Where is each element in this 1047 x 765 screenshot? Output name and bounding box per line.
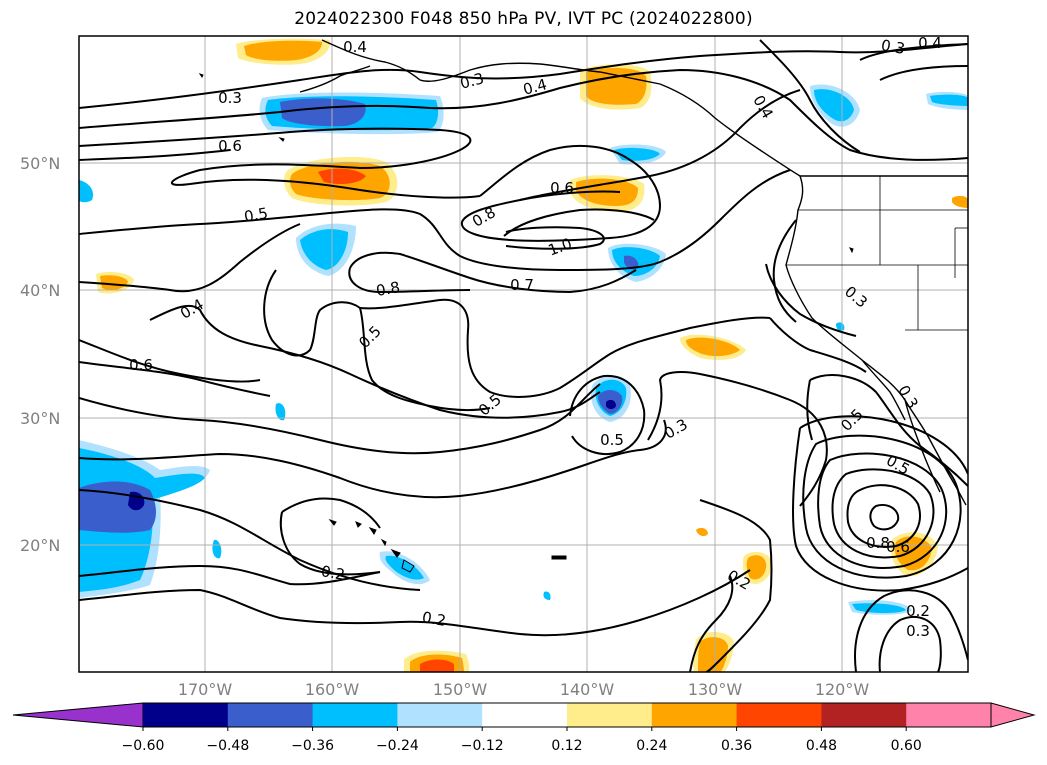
pv-shading <box>79 38 968 672</box>
colorbar-tick-label: −0.36 <box>291 738 334 754</box>
contour-label: 0.6 <box>129 356 153 374</box>
colorbar-swatch <box>312 703 398 727</box>
contour-label: 0.3 <box>906 622 930 640</box>
colorbar-swatch <box>397 703 483 727</box>
contour-label: 0.4 <box>343 38 367 56</box>
contour-label: 0.3 <box>880 36 907 58</box>
colorbar-swatch <box>821 703 907 727</box>
contour-label: 0.3 <box>218 89 242 107</box>
colorbar-swatch <box>651 703 738 727</box>
coastlines <box>299 39 968 506</box>
colorbar: −0.60 −0.48 −0.36 −0.24 −0.12 0.12 0.24 0.36 0.4… <box>12 702 1036 754</box>
colorbar-tick-label: 0.48 <box>806 738 837 754</box>
plot-area <box>79 36 968 672</box>
contour-label: 0.4 <box>918 34 942 52</box>
colorbar-tick-label: 0.60 <box>891 738 922 754</box>
colorbar-tick-label: −0.24 <box>376 738 419 754</box>
lat-label-40n: 40°N <box>20 281 60 300</box>
contour-label: 0.4 <box>521 75 549 99</box>
lat-label-50n: 50°N <box>20 154 60 173</box>
colorbar-tick-label: 0.36 <box>721 738 752 754</box>
contour-label: 0.2 <box>320 562 347 584</box>
lon-label-160w: 160°W <box>305 680 360 699</box>
state-borders <box>786 176 968 331</box>
contour-label: 0.7 <box>510 276 534 294</box>
colorbar-extend-min <box>12 702 144 728</box>
lon-label-170w: 170°W <box>178 680 233 699</box>
lat-label-20n: 20°N <box>20 536 60 555</box>
colorbar-swatch <box>736 703 822 727</box>
colorbar-swatch <box>227 703 314 727</box>
contour-label: 0.6 <box>886 538 910 556</box>
contour-label: 0.5 <box>243 204 270 226</box>
map-title: 2024022300 F048 850 hPa PV, IVT PC (2024… <box>294 9 753 29</box>
colorbar-swatch <box>143 703 229 727</box>
colorbar-tick-label: −0.48 <box>206 738 249 754</box>
colorbar-swatch <box>482 703 568 727</box>
colorbar-tick-label: 0.12 <box>551 738 582 754</box>
contour-label: 0.2 <box>906 602 930 620</box>
contour-label: 0.6 <box>218 137 242 155</box>
lat-label-30n: 30°N <box>20 409 60 428</box>
contour-label: 0.6 <box>550 179 574 197</box>
colorbar-swatch <box>567 703 653 727</box>
lon-label-120w: 120°W <box>815 680 870 699</box>
contour-label: 0.3 <box>458 69 486 93</box>
contour-label: 0.8 <box>375 278 402 300</box>
contour-label: 0.8 <box>866 534 890 552</box>
ivt-contours <box>79 39 968 672</box>
lon-label-150w: 150°W <box>433 680 488 699</box>
islands <box>198 73 854 573</box>
colorbar-tick-label: −0.12 <box>461 738 504 754</box>
longitude-labels: 170°W 160°W 150°W 140°W 130°W 120°W <box>178 680 870 699</box>
colorbar-tick-label: −0.60 <box>122 738 165 754</box>
lon-label-140w: 140°W <box>560 680 615 699</box>
contour-label: 0.5 <box>600 431 624 449</box>
lon-label-130w: 130°W <box>688 680 743 699</box>
contour-label: 0.2 <box>421 608 448 630</box>
latitude-labels: 50°N 40°N 30°N 20°N <box>20 154 60 555</box>
colorbar-tick-label: 0.24 <box>636 738 667 754</box>
colorbar-extend-max <box>990 702 1036 728</box>
colorbar-swatch <box>906 703 991 727</box>
plot-frame <box>78 35 969 673</box>
